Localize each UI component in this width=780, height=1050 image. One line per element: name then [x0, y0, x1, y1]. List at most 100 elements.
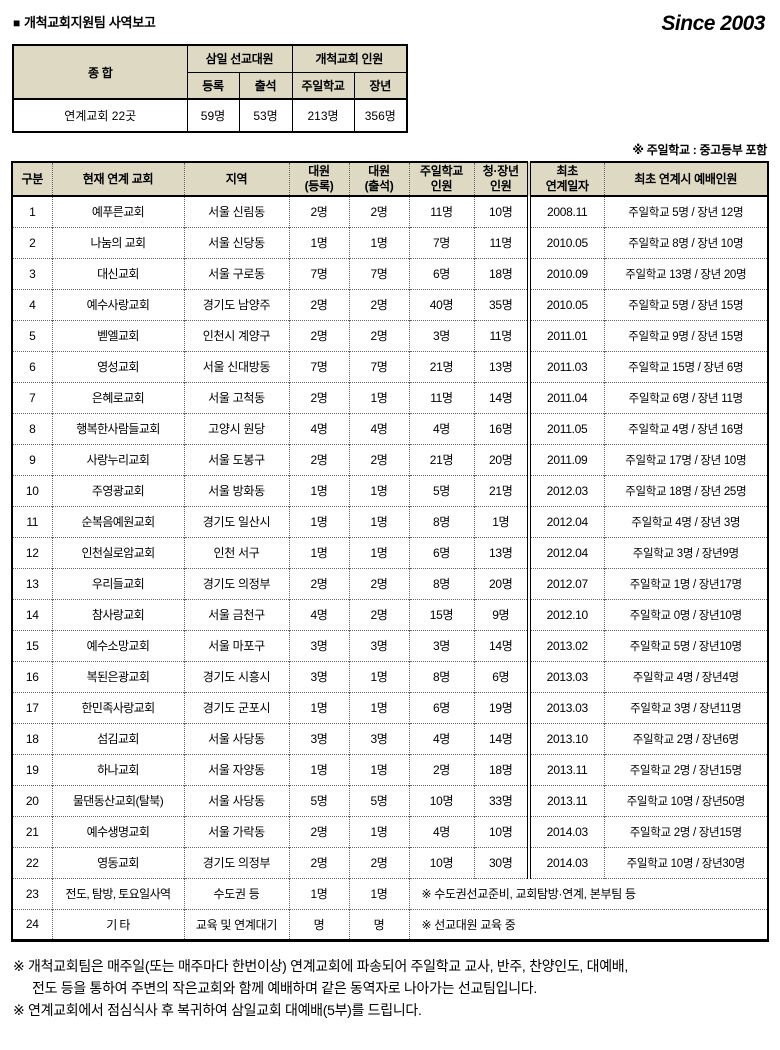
cell-attendance: 1명: [348, 815, 409, 847]
summary-row-label: 연계교회 22곳: [12, 98, 188, 133]
summary-value-registered: 59명: [186, 98, 240, 133]
cell-attendance: 1명: [348, 877, 409, 909]
summary-subheader-adult: 장년: [353, 71, 408, 100]
cell-registered: 2명: [288, 815, 349, 847]
cell-attendance: 5명: [348, 784, 409, 816]
summary-header-row-1: 종 합 삼일 선교대원 개척교회 인원: [12, 44, 408, 100]
cell-church: 우리들교회: [51, 567, 184, 599]
cell-sundayschool: 4명: [408, 815, 474, 847]
cell-church: 참사랑교회: [51, 598, 184, 630]
cell-attendance: 1명: [348, 691, 409, 723]
cell-adult: 19명: [473, 691, 529, 723]
cell-sundayschool: 10명: [408, 846, 474, 878]
cell-church: 예수소망교회: [51, 629, 184, 661]
table-row: 23 전도, 탐방, 토요일사역 수도권 등 1명 1명 ※ 수도권선교준비, 교회탐방·…: [12, 877, 768, 909]
cell-initial-attendance: 주일학교 17명 / 장년 10명: [603, 443, 768, 475]
table-row: 17 한민족사랑교회 경기도 군포시 1명 1명 6명 19명 2013.03 주일학교 3명 …: [12, 691, 768, 723]
cell-sundayschool: 21명: [408, 350, 474, 382]
cell-sundayschool: 6명: [408, 257, 474, 289]
cell-attendance: 1명: [348, 536, 409, 568]
cell-initial-attendance: 주일학교 6명 / 장년 11명: [603, 381, 768, 413]
table-row: 19 하나교회 서울 자양동 1명 1명 2명 18명 2013.11 주일학교 2명 / 장년…: [12, 753, 768, 785]
footnote-line: ※ 연계교회에서 점심식사 후 복귀하여 삼일교회 대예배(5부)를 드립니다.: [13, 1002, 422, 1019]
cell-sundayschool: 8명: [408, 660, 474, 692]
cell-region: 경기도 남양주: [183, 288, 289, 320]
cell-no: 11: [12, 505, 52, 537]
cell-no: 17: [12, 691, 52, 723]
cell-sundayschool: 40명: [408, 288, 474, 320]
cell-attendance: 명: [348, 908, 409, 940]
cell-registered: 2명: [288, 381, 349, 413]
cell-first-date: 2013.10: [527, 722, 604, 754]
cell-region: 경기도 일산시: [183, 505, 289, 537]
cell-attendance: 1명: [348, 660, 409, 692]
cell-registered: 2명: [288, 567, 349, 599]
summary-total-header: 종 합: [12, 44, 188, 100]
summary-subheader-attendance: 출석: [238, 71, 293, 100]
cell-region: 서울 구로동: [183, 257, 289, 289]
cell-church: 섬김교회: [51, 722, 184, 754]
cell-registered: 3명: [288, 660, 349, 692]
cell-registered: 1명: [288, 226, 349, 258]
page-title-text: 개척교회지원팀 사역보고: [23, 15, 156, 30]
main-header-row: 구분 현재 연계 교회 지역 대원 (등록) 대원 (출석) 주일학교 인원 청…: [12, 162, 768, 197]
table-row: 1 예푸른교회 서울 신림동 2명 2명 11명 10명 2008.11 주일학교 5명 / 장…: [12, 195, 768, 227]
cell-church: 예푸른교회: [51, 195, 184, 227]
cell-first-date: 2012.03: [527, 474, 604, 506]
table-row: 21 예수생명교회 서울 가락동 2명 1명 4명 10명 2014.03 주일학교 2명 / …: [12, 815, 768, 847]
cell-church: 영동교회: [51, 846, 184, 878]
cell-first-date: 2014.03: [527, 846, 604, 878]
cell-registered: 1명: [288, 536, 349, 568]
summary-subheader-sundayschool: 주일학교: [291, 71, 355, 100]
cell-initial-attendance: 주일학교 2명 / 장년15명: [603, 753, 768, 785]
cell-first-date: 2012.07: [527, 567, 604, 599]
cell-church: 물댄동산교회(탈북): [51, 784, 184, 816]
cell-no: 8: [12, 412, 52, 444]
cell-church: 하나교회: [51, 753, 184, 785]
cell-initial-attendance: 주일학교 13명 / 장년 20명: [603, 257, 768, 289]
header-region: 지역: [183, 162, 289, 197]
cell-adult: 10명: [473, 815, 529, 847]
header-adult: 청·장년 인원: [473, 162, 529, 197]
cell-sundayschool: 4명: [408, 722, 474, 754]
cell-initial-attendance: 주일학교 2명 / 장년15명: [603, 815, 768, 847]
cell-attendance: 1명: [348, 753, 409, 785]
cell-church: 대신교회: [51, 257, 184, 289]
cell-no: 1: [12, 195, 52, 227]
cell-registered: 3명: [288, 722, 349, 754]
cell-registered: 4명: [288, 412, 349, 444]
cell-no: 24: [12, 908, 52, 940]
cell-no: 9: [12, 443, 52, 475]
cell-no: 2: [12, 226, 52, 258]
cell-initial-attendance: 주일학교 4명 / 장년 3명: [603, 505, 768, 537]
cell-region: 서울 자양동: [183, 753, 289, 785]
cell-region: 경기도 의정부: [183, 846, 289, 878]
sunday-school-note: ※ 주일학교 : 중고등부 포함: [632, 143, 767, 157]
table-row: 18 섬김교회 서울 사당동 3명 3명 4명 14명 2013.10 주일학교 2명 / 장년…: [12, 722, 768, 754]
cell-attendance: 1명: [348, 381, 409, 413]
table-row: 12 인천실로암교회 인천 서구 1명 1명 6명 13명 2012.04 주일학교 3명 / …: [12, 536, 768, 568]
header-attendance: 대원 (출석): [348, 162, 409, 197]
cell-attendance: 2명: [348, 846, 409, 878]
cell-church: 전도, 탐방, 토요일사역: [51, 877, 184, 909]
cell-initial-attendance: 주일학교 8명 / 장년 10명: [603, 226, 768, 258]
cell-initial-attendance: 주일학교 4명 / 장년4명: [603, 660, 768, 692]
cell-adult: 20명: [473, 443, 529, 475]
cell-attendance: 1명: [348, 474, 409, 506]
cell-adult: 18명: [473, 257, 529, 289]
cell-attendance: 2명: [348, 443, 409, 475]
table-row: 22 영동교회 경기도 의정부 2명 2명 10명 30명 2014.03 주일학교 10명 /…: [12, 846, 768, 878]
cell-no: 18: [12, 722, 52, 754]
cell-attendance: 3명: [348, 722, 409, 754]
table-row: 15 예수소망교회 서울 마포구 3명 3명 3명 14명 2013.02 주일학교 5명 / …: [12, 629, 768, 661]
summary-group1-header: 삼일 선교대원: [186, 44, 293, 73]
table-row: 20 물댄동산교회(탈북) 서울 사당동 5명 5명 10명 33명 2013.11 주일학교 …: [12, 784, 768, 816]
cell-first-date: 2012.10: [527, 598, 604, 630]
cell-registered: 2명: [288, 443, 349, 475]
summary-table: 종 합 삼일 선교대원 개척교회 인원 등록 출석 주일학교 장년 연계교회 2…: [12, 44, 409, 133]
cell-initial-attendance: 주일학교 1명 / 장년17명: [603, 567, 768, 599]
cell-region: 수도권 등: [183, 877, 289, 909]
cell-adult: 20명: [473, 567, 529, 599]
cell-region: 서울 신대방동: [183, 350, 289, 382]
cell-no: 4: [12, 288, 52, 320]
